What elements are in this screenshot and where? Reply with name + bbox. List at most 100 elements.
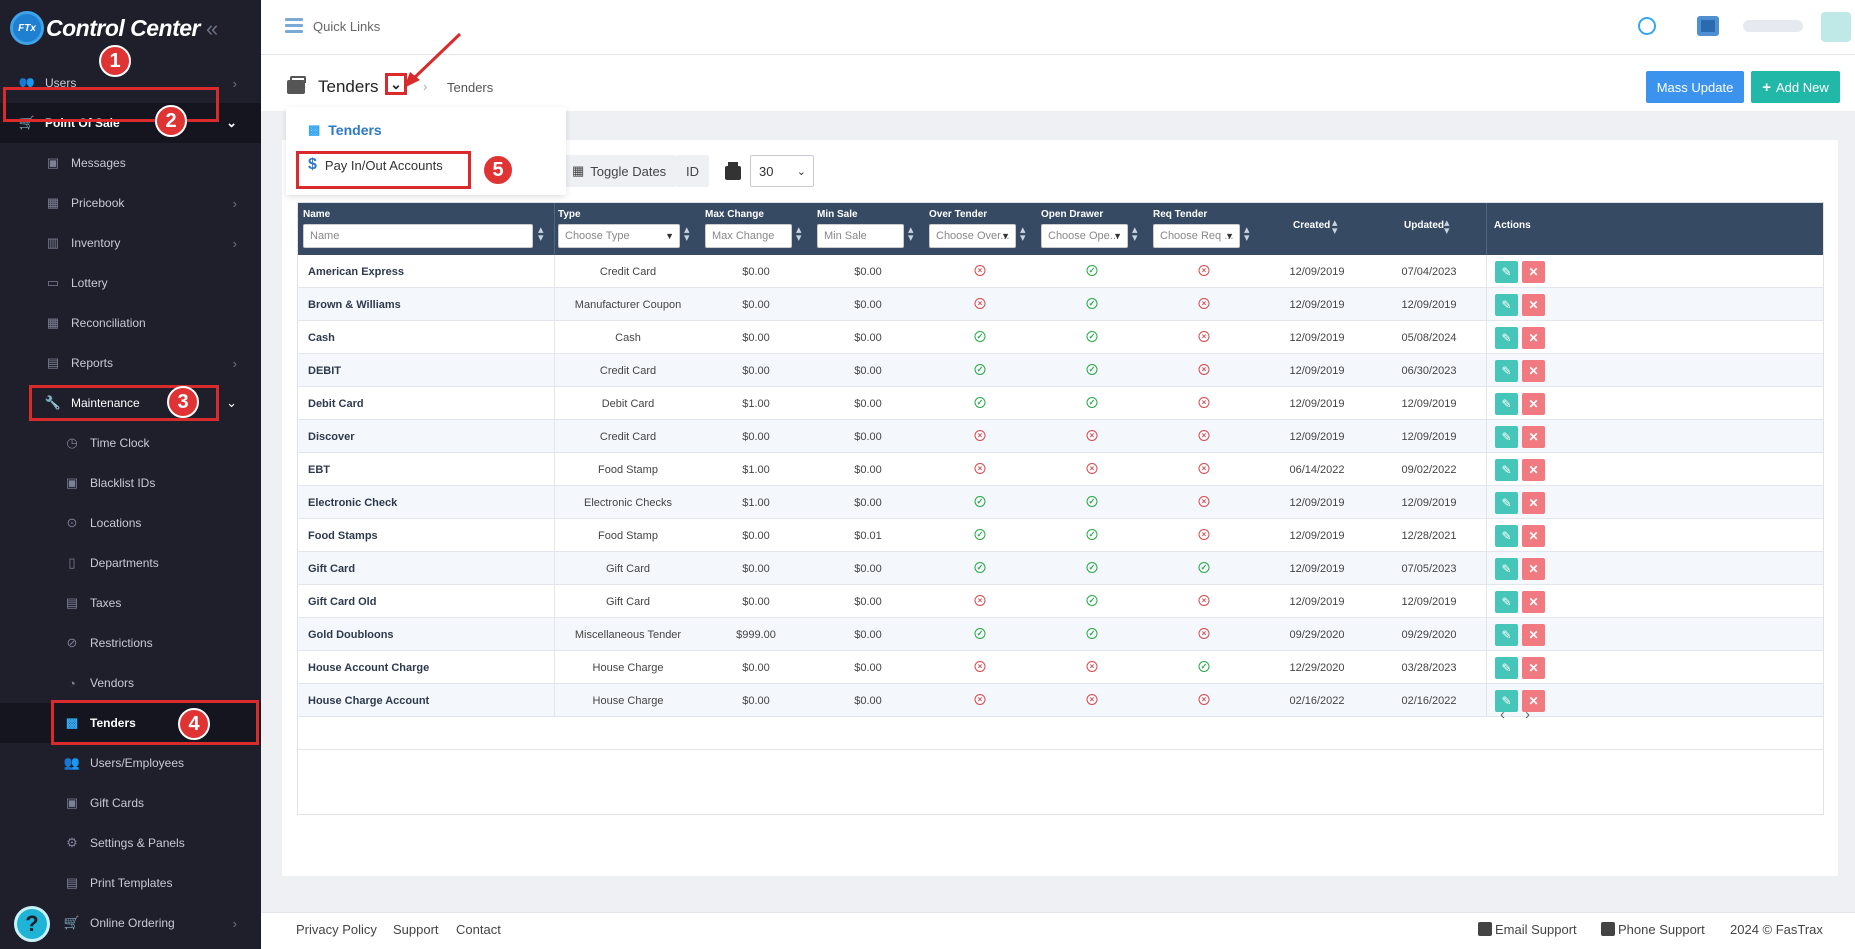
- sidebar-item-restrictions[interactable]: ⊘ Restrictions: [0, 623, 261, 663]
- edit-button[interactable]: ✎: [1495, 360, 1518, 382]
- print-icon[interactable]: [725, 162, 741, 180]
- over-tender-filter-select[interactable]: Choose Over... ▼: [929, 224, 1016, 248]
- sidebar-item-taxes[interactable]: ▤ Taxes: [0, 583, 261, 623]
- search-icon[interactable]: [1638, 17, 1656, 35]
- delete-button[interactable]: ✕: [1522, 393, 1545, 415]
- collapse-sidebar-icon[interactable]: «: [206, 16, 219, 41]
- edit-button[interactable]: ✎: [1495, 657, 1518, 679]
- sort-icon[interactable]: ▴ ▾: [538, 224, 544, 244]
- table-row[interactable]: House Charge Account House Charge $0.00 $0.…: [298, 684, 1823, 717]
- email-support-link[interactable]: Email Support: [1495, 922, 1577, 937]
- phone-support-link[interactable]: Phone Support: [1618, 922, 1705, 937]
- sidebar-item-tenders[interactable]: ▩ Tenders: [0, 703, 261, 743]
- sidebar-item-reconciliation[interactable]: ▦ Reconciliation: [0, 303, 261, 343]
- sidebar-item-departments[interactable]: ▯ Departments: [0, 543, 261, 583]
- sidebar-item-gift-cards[interactable]: ▣ Gift Cards: [0, 783, 261, 823]
- sort-icon[interactable]: ▴ ▾: [796, 224, 802, 244]
- edit-button[interactable]: ✎: [1495, 690, 1518, 712]
- table-row[interactable]: Electronic Check Electronic Checks $1.00 $0…: [298, 486, 1823, 519]
- table-row[interactable]: Gold Doubloons Miscellaneous Tender $999.0…: [298, 618, 1823, 651]
- edit-button[interactable]: ✎: [1495, 459, 1518, 481]
- req-tender-filter-select[interactable]: Choose Req ... ▼: [1153, 224, 1240, 248]
- table-row[interactable]: Food Stamps Food Stamp $0.00 $0.01 ✓ ✓ × 12/09/…: [298, 519, 1823, 552]
- privacy-policy-link[interactable]: Privacy Policy: [296, 922, 377, 937]
- sidebar-item-settings-panels[interactable]: ⚙ Settings & Panels: [0, 823, 261, 863]
- edit-button[interactable]: ✎: [1495, 393, 1518, 415]
- menu-item-tenders[interactable]: ▩ Tenders: [308, 122, 382, 138]
- menu-item-pay-in-out-accounts[interactable]: $ Pay In/Out Accounts: [308, 156, 443, 174]
- delete-button[interactable]: ✕: [1522, 690, 1545, 712]
- mass-update-button[interactable]: Mass Update: [1646, 71, 1744, 103]
- sort-icon[interactable]: ▴ ▾: [908, 224, 914, 244]
- sort-icon[interactable]: ▴ ▾: [1132, 224, 1138, 244]
- edit-button[interactable]: ✎: [1495, 327, 1518, 349]
- sort-icon[interactable]: ▴ ▾: [1444, 217, 1450, 237]
- toggle-dates-button[interactable]: ▦ Toggle Dates: [562, 155, 677, 187]
- edit-button[interactable]: ✎: [1495, 294, 1518, 316]
- min-sale-filter-input[interactable]: Min Sale: [817, 224, 904, 248]
- quick-links[interactable]: Quick Links: [313, 19, 381, 34]
- delete-button[interactable]: ✕: [1522, 327, 1545, 349]
- delete-button[interactable]: ✕: [1522, 426, 1545, 448]
- sidebar-item-blacklist-ids[interactable]: ▣ Blacklist IDs: [0, 463, 261, 503]
- edit-button[interactable]: ✎: [1495, 492, 1518, 514]
- delete-button[interactable]: ✕: [1522, 360, 1545, 382]
- id-button[interactable]: ID: [676, 155, 709, 187]
- delete-button[interactable]: ✕: [1522, 624, 1545, 646]
- support-link[interactable]: Support: [393, 922, 439, 937]
- contact-link[interactable]: Contact: [456, 922, 501, 937]
- sidebar-item-users-employees[interactable]: 👥 Users/Employees: [0, 743, 261, 783]
- sidebar-item-locations[interactable]: ⊙ Locations: [0, 503, 261, 543]
- delete-button[interactable]: ✕: [1522, 591, 1545, 613]
- sort-icon[interactable]: ▴ ▾: [684, 224, 690, 244]
- user-name[interactable]: [1743, 20, 1803, 32]
- edit-button[interactable]: ✎: [1495, 426, 1518, 448]
- breadcrumb[interactable]: Tenders: [447, 80, 494, 95]
- table-row[interactable]: Debit Card Debit Card $1.00 $0.00 ✓ ✓ × 12/09/2…: [298, 387, 1823, 420]
- sort-icon[interactable]: ▴ ▾: [1244, 224, 1250, 244]
- header-updated[interactable]: Updated: [1404, 220, 1444, 231]
- sidebar-item-maintenance[interactable]: 🔧 Maintenance ⌄: [0, 383, 261, 423]
- edit-button[interactable]: ✎: [1495, 591, 1518, 613]
- header-created[interactable]: Created: [1293, 220, 1331, 231]
- delete-button[interactable]: ✕: [1522, 261, 1545, 283]
- edit-button[interactable]: ✎: [1495, 558, 1518, 580]
- sort-icon[interactable]: ▴ ▾: [1332, 217, 1338, 237]
- edit-button[interactable]: ✎: [1495, 525, 1518, 547]
- type-filter-select[interactable]: Choose Type ▼: [558, 224, 680, 248]
- table-row[interactable]: EBT Food Stamp $1.00 $0.00 × × × 06/14/2022 09/0…: [298, 453, 1823, 486]
- table-row[interactable]: Gift Card Gift Card $0.00 $0.00 ✓ ✓ ✓ 12/09/201…: [298, 552, 1823, 585]
- avatar[interactable]: [1821, 12, 1851, 42]
- sidebar-item-lottery[interactable]: ▭ Lottery: [0, 263, 261, 303]
- table-row[interactable]: Cash Cash $0.00 $0.00 ✓ ✓ × 12/09/2019 05/08/202…: [298, 321, 1823, 354]
- delete-button[interactable]: ✕: [1522, 657, 1545, 679]
- table-row[interactable]: DEBIT Credit Card $0.00 $0.00 ✓ ✓ × 12/09/2019 0…: [298, 354, 1823, 387]
- edit-button[interactable]: ✎: [1495, 624, 1518, 646]
- open-drawer-filter-select[interactable]: Choose Ope... ▼: [1041, 224, 1128, 248]
- sidebar-item-pricebook[interactable]: ▦ Pricebook ›: [0, 183, 261, 223]
- delete-button[interactable]: ✕: [1522, 492, 1545, 514]
- table-row[interactable]: Discover Credit Card $0.00 $0.00 × × × 12/09/20…: [298, 420, 1823, 453]
- sidebar-item-inventory[interactable]: ▥ Inventory ›: [0, 223, 261, 263]
- sort-icon[interactable]: ▴ ▾: [1020, 224, 1026, 244]
- sidebar-item-messages[interactable]: ▣ Messages: [0, 143, 261, 183]
- delete-button[interactable]: ✕: [1522, 294, 1545, 316]
- store-icon[interactable]: [1697, 16, 1719, 36]
- table-row[interactable]: Brown & Williams Manufacturer Coupon $0.00…: [298, 288, 1823, 321]
- delete-button[interactable]: ✕: [1522, 459, 1545, 481]
- table-row[interactable]: House Account Charge House Charge $0.00 $0.…: [298, 651, 1823, 684]
- name-filter-input[interactable]: Name: [303, 224, 533, 248]
- sidebar-item-users[interactable]: 👥 Users ›: [0, 63, 261, 103]
- prev-page-button[interactable]: ‹: [1500, 706, 1505, 723]
- table-row[interactable]: American Express Credit Card $0.00 $0.00 × ✓ ×…: [298, 255, 1823, 288]
- next-page-button[interactable]: ›: [1525, 706, 1530, 723]
- max-change-filter-input[interactable]: Max Change: [705, 224, 792, 248]
- delete-button[interactable]: ✕: [1522, 558, 1545, 580]
- table-row[interactable]: Gift Card Old Gift Card $0.00 $0.00 × ✓ × 12/09…: [298, 585, 1823, 618]
- delete-button[interactable]: ✕: [1522, 525, 1545, 547]
- brand[interactable]: FTx Control Center: [10, 8, 201, 48]
- sidebar-item-online-ordering[interactable]: 🛒 Online Ordering ›: [0, 903, 261, 943]
- sidebar-item-time-clock[interactable]: ◷ Time Clock: [0, 423, 261, 463]
- add-new-button[interactable]: + Add New: [1751, 71, 1840, 103]
- sidebar-item-vendors[interactable]: ◔ Vendors: [0, 663, 261, 703]
